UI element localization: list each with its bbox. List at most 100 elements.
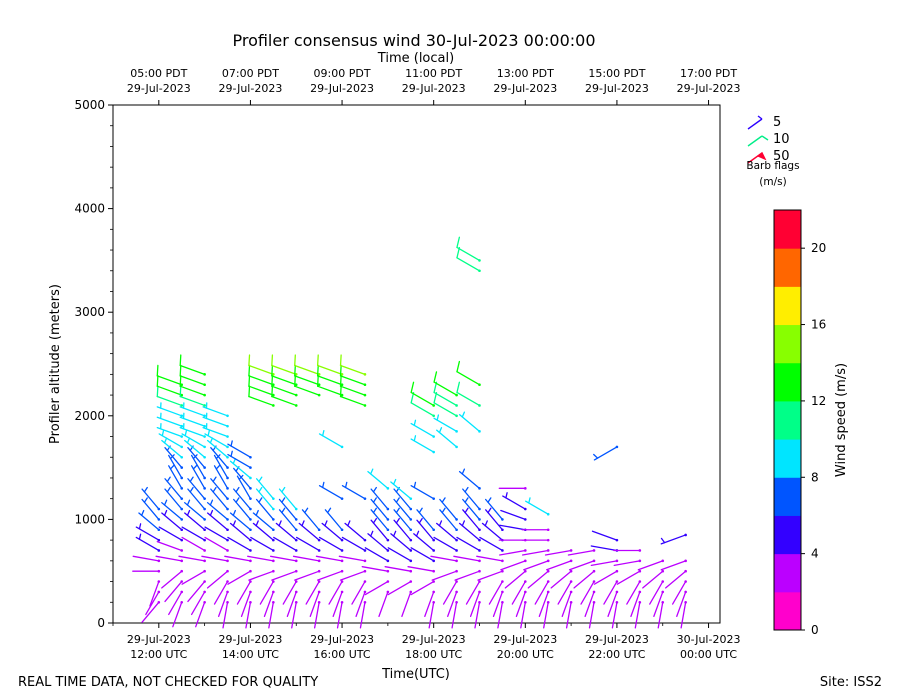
barb-staff: [156, 426, 183, 438]
barb-point: [363, 497, 367, 500]
barb-point: [157, 538, 161, 542]
wind-barb: [184, 509, 206, 532]
barb-point: [432, 549, 435, 552]
barb-staff: [233, 467, 252, 489]
barb-half: [322, 429, 325, 437]
wind-barb: [410, 381, 435, 407]
barb-point: [363, 600, 367, 604]
barb-staff: [247, 555, 274, 562]
barb-staff: [642, 570, 664, 589]
barb-point: [524, 580, 527, 583]
barb-point: [203, 549, 206, 552]
wind-barb: [229, 520, 252, 542]
barb-point: [569, 580, 573, 583]
barb-point: [317, 538, 321, 542]
barb-point: [432, 528, 435, 532]
barb-staff: [294, 375, 320, 386]
wind-barb: [259, 580, 275, 605]
barb-half: [370, 530, 374, 537]
barb-staff: [561, 591, 572, 618]
wind-barb: [344, 520, 367, 542]
barb-staff: [161, 502, 183, 521]
barb-point: [340, 590, 344, 594]
barb-point: [386, 569, 390, 573]
barb-staff: [316, 375, 343, 386]
barb-staff: [465, 580, 481, 605]
barb-point: [226, 414, 229, 418]
wind-barb: [190, 464, 206, 490]
barb-staff: [269, 555, 297, 562]
barb-staff: [456, 371, 481, 386]
barb-point: [180, 497, 184, 500]
wind-barb: [168, 590, 184, 616]
barb-staff: [278, 509, 297, 531]
colorbar-segment: [774, 591, 801, 631]
wind-barb: [476, 555, 504, 563]
barb-staff: [550, 570, 572, 589]
barb-point: [203, 393, 206, 397]
barb-point: [524, 487, 527, 490]
top-tick-time: 11:00 PDT: [405, 67, 462, 80]
barb-staff: [252, 512, 274, 531]
legend-barb: [747, 115, 763, 130]
barb-point: [592, 580, 596, 583]
barb-point: [478, 528, 481, 532]
barb-staff: [168, 591, 183, 616]
barb-point: [272, 590, 275, 594]
barb-point: [501, 580, 504, 583]
barb-point: [524, 549, 527, 552]
barb-staff: [164, 580, 183, 603]
barb-point: [501, 549, 504, 552]
wind-barb: [456, 236, 481, 262]
barb-point: [340, 393, 344, 397]
barb-half: [487, 507, 492, 514]
barb-staff: [630, 591, 641, 618]
barb-point: [203, 466, 206, 469]
colorbar-segment: [774, 477, 801, 516]
barb-full: [316, 354, 319, 367]
barb-point: [569, 590, 573, 594]
barb-half: [169, 464, 175, 470]
barb-half: [392, 530, 397, 537]
wind-barb: [523, 559, 550, 571]
wind-barb: [511, 580, 527, 605]
barb-staff: [213, 580, 229, 605]
wind-barb: [245, 600, 252, 629]
wind-barb: [156, 540, 184, 552]
wind-barb: [263, 590, 275, 618]
barb-full: [179, 385, 182, 398]
barb-full: [339, 385, 342, 398]
wind-barb: [593, 569, 619, 585]
barb-staff: [637, 560, 664, 571]
barb-staff: [316, 570, 343, 581]
barb-staff: [149, 580, 160, 607]
wind-barb: [138, 509, 161, 532]
barb-staff: [202, 416, 229, 427]
barb-staff: [393, 509, 412, 531]
barb-half: [464, 486, 469, 493]
barb-half: [395, 497, 400, 503]
wind-barb: [227, 536, 252, 552]
barb-point: [180, 476, 184, 480]
wind-barb: [213, 580, 229, 605]
barb-point: [180, 518, 184, 521]
barb-half: [464, 507, 469, 514]
y-tick-label: 0: [97, 616, 105, 630]
barb-staff: [485, 509, 504, 531]
wind-barb: [187, 486, 206, 511]
barb-staff: [158, 433, 183, 448]
barb-point: [409, 518, 413, 521]
barb-staff: [676, 591, 687, 618]
barb-half: [209, 509, 214, 517]
wind-barb: [179, 402, 206, 418]
barb-staff: [273, 536, 297, 552]
wind-barb: [316, 364, 344, 387]
wind-barb: [204, 536, 229, 552]
barb-point: [180, 538, 184, 542]
barb-staff: [291, 601, 297, 629]
wind-barb: [456, 381, 481, 407]
barb-staff: [538, 591, 549, 618]
barb-staff: [439, 509, 458, 531]
barb-point: [455, 404, 458, 407]
barb-staff: [168, 454, 183, 479]
